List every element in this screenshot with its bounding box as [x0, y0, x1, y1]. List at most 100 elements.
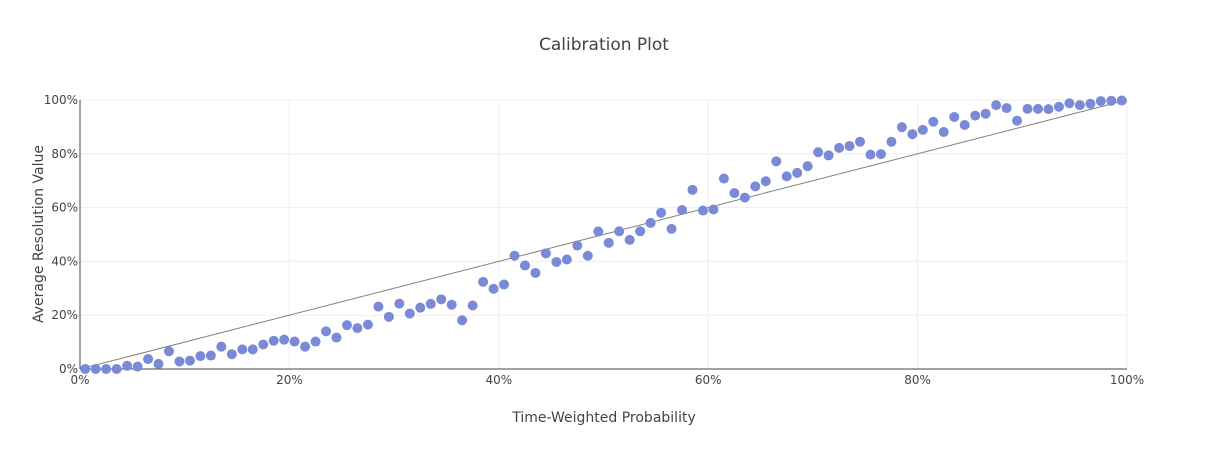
data-point[interactable]: [1022, 103, 1033, 114]
data-point[interactable]: [582, 250, 593, 261]
data-point[interactable]: [834, 142, 845, 153]
data-point[interactable]: [195, 351, 206, 362]
data-point[interactable]: [917, 124, 928, 135]
data-point[interactable]: [792, 167, 803, 178]
data-point[interactable]: [258, 339, 269, 350]
data-point[interactable]: [216, 341, 227, 352]
data-point[interactable]: [143, 354, 154, 365]
data-point[interactable]: [132, 361, 143, 372]
data-point[interactable]: [614, 226, 625, 237]
data-point[interactable]: [593, 226, 604, 237]
data-point[interactable]: [991, 100, 1002, 111]
data-point[interactable]: [572, 240, 583, 251]
data-point[interactable]: [519, 260, 530, 271]
data-point[interactable]: [1043, 104, 1054, 115]
data-point[interactable]: [436, 294, 447, 305]
data-point[interactable]: [488, 283, 499, 294]
data-point[interactable]: [959, 120, 970, 131]
data-point[interactable]: [205, 350, 216, 361]
data-point[interactable]: [289, 336, 300, 347]
data-point[interactable]: [509, 250, 520, 261]
data-point[interactable]: [478, 276, 489, 287]
data-point[interactable]: [938, 127, 949, 138]
data-point[interactable]: [697, 205, 708, 216]
data-point[interactable]: [813, 147, 824, 158]
data-point[interactable]: [446, 299, 457, 310]
data-point[interactable]: [226, 349, 237, 360]
data-point[interactable]: [949, 111, 960, 122]
data-point[interactable]: [1001, 103, 1012, 114]
data-point[interactable]: [771, 156, 782, 167]
data-point[interactable]: [624, 234, 635, 245]
data-point[interactable]: [907, 129, 918, 140]
data-point[interactable]: [687, 184, 698, 195]
data-point[interactable]: [341, 320, 352, 331]
data-point[interactable]: [530, 267, 541, 278]
data-point[interactable]: [561, 254, 572, 265]
data-point[interactable]: [928, 116, 939, 127]
data-point[interactable]: [352, 323, 363, 334]
data-point[interactable]: [122, 360, 133, 371]
data-point[interactable]: [844, 140, 855, 151]
data-point[interactable]: [666, 223, 677, 234]
data-point[interactable]: [708, 204, 719, 215]
data-point[interactable]: [268, 335, 279, 346]
data-point[interactable]: [457, 315, 468, 326]
data-point[interactable]: [750, 181, 761, 192]
data-point[interactable]: [247, 344, 258, 355]
data-point[interactable]: [635, 226, 646, 237]
data-point[interactable]: [310, 336, 321, 347]
data-point[interactable]: [781, 171, 792, 182]
data-point[interactable]: [760, 176, 771, 187]
data-point[interactable]: [279, 334, 290, 345]
data-point[interactable]: [718, 173, 729, 184]
data-point[interactable]: [540, 248, 551, 259]
data-point[interactable]: [823, 150, 834, 161]
data-point[interactable]: [174, 356, 185, 367]
data-point[interactable]: [1116, 95, 1127, 106]
data-point[interactable]: [875, 149, 886, 160]
data-point[interactable]: [855, 136, 866, 147]
data-point[interactable]: [184, 355, 195, 366]
data-point[interactable]: [237, 344, 248, 355]
data-point[interactable]: [739, 192, 750, 203]
data-point[interactable]: [80, 364, 91, 374]
data-point[interactable]: [1033, 103, 1044, 114]
data-point[interactable]: [1012, 115, 1023, 126]
data-point[interactable]: [970, 110, 981, 121]
data-point[interactable]: [321, 326, 332, 337]
data-point[interactable]: [1106, 95, 1117, 106]
data-point[interactable]: [729, 188, 740, 199]
data-point[interactable]: [373, 301, 384, 312]
data-point[interactable]: [90, 364, 101, 374]
data-point[interactable]: [467, 300, 478, 311]
data-point[interactable]: [645, 217, 656, 228]
data-point[interactable]: [865, 149, 876, 160]
data-point[interactable]: [153, 358, 164, 369]
data-point[interactable]: [886, 136, 897, 147]
data-point[interactable]: [1085, 98, 1096, 109]
data-point[interactable]: [394, 298, 405, 309]
data-point[interactable]: [383, 311, 394, 322]
data-point[interactable]: [603, 237, 614, 248]
data-point[interactable]: [896, 122, 907, 133]
data-point[interactable]: [1064, 98, 1075, 109]
data-point[interactable]: [331, 332, 342, 343]
data-point[interactable]: [101, 364, 112, 374]
data-point[interactable]: [111, 364, 122, 374]
data-point[interactable]: [300, 341, 311, 352]
data-point[interactable]: [1053, 101, 1064, 112]
data-point[interactable]: [362, 319, 373, 330]
data-point[interactable]: [656, 207, 667, 218]
data-point[interactable]: [404, 308, 415, 319]
data-point[interactable]: [499, 279, 510, 290]
data-point[interactable]: [980, 108, 991, 119]
data-point[interactable]: [677, 205, 688, 216]
data-point[interactable]: [415, 302, 426, 313]
data-point[interactable]: [163, 346, 174, 357]
data-point[interactable]: [551, 256, 562, 267]
data-point[interactable]: [1095, 96, 1106, 107]
data-point[interactable]: [1074, 100, 1085, 111]
data-point[interactable]: [425, 298, 436, 309]
data-point[interactable]: [802, 161, 813, 172]
